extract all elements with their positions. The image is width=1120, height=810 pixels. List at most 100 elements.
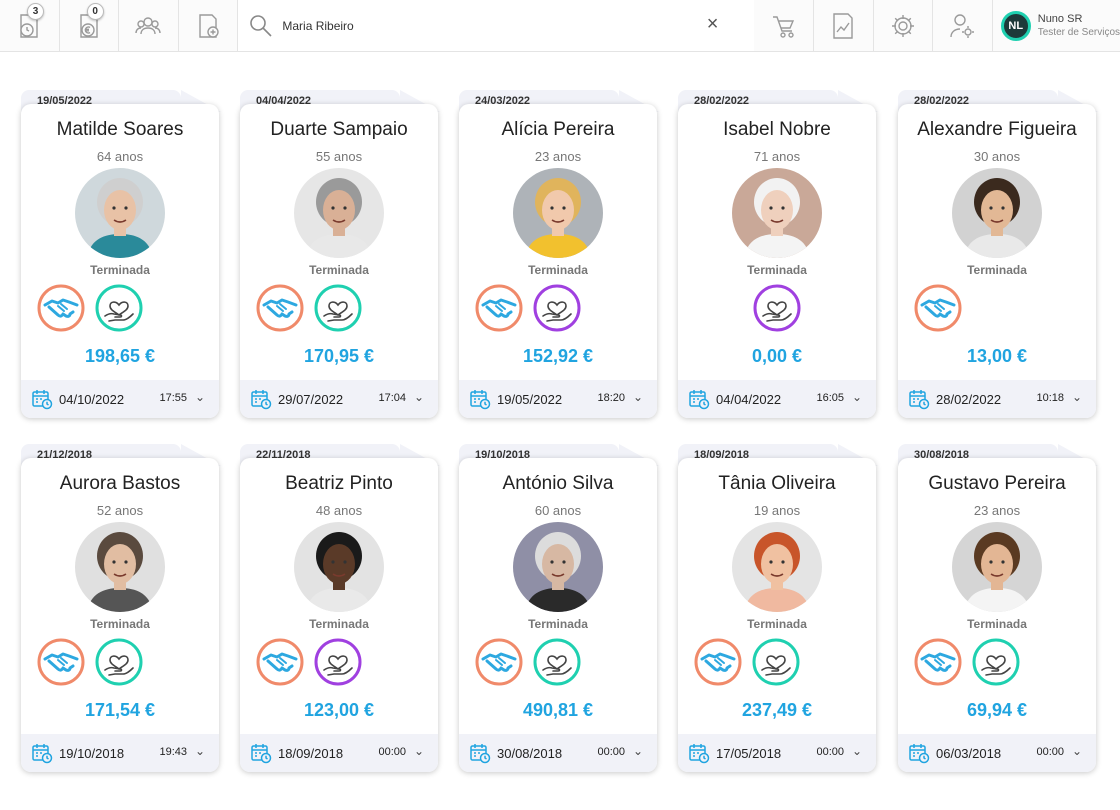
end-time: 10:18 [1036,392,1064,404]
card-footer[interactable]: 04/10/2022 17:55 ⌄ [21,380,219,418]
care-teal-icon[interactable] [314,284,362,332]
clients-button[interactable] [119,0,179,52]
card-body[interactable]: Alícia Pereira 23 anos Terminada 152,92 … [459,104,657,418]
care-teal-icon[interactable] [972,638,1020,686]
card-footer[interactable]: 17/05/2018 00:00 ⌄ [678,734,876,772]
handshake-icon[interactable] [37,638,85,686]
client-name: Beatriz Pinto [285,473,393,494]
card-footer[interactable]: 19/10/2018 19:43 ⌄ [21,734,219,772]
card-body[interactable]: Beatriz Pinto 48 anos Terminada 123,00 € [240,458,438,772]
end-date: 29/07/2022 [278,391,344,407]
card-body[interactable]: António Silva 60 anos Terminada 490,81 € [459,458,657,772]
care-teal-icon[interactable] [533,638,581,686]
service-card[interactable]: 28/02/2022 Alexandre Figueira 30 anos Te… [898,90,1098,420]
user-profile[interactable]: NL Nuno SR Tester de Serviços [992,0,1120,52]
client-age: 71 anos [753,149,801,164]
care-purple-icon[interactable] [753,284,801,332]
card-body[interactable]: Matilde Soares 64 anos Terminada 198,65 … [21,104,219,418]
client-age: 55 anos [315,149,363,164]
chevron-down-icon[interactable]: ⌄ [413,390,424,404]
card-body[interactable]: Aurora Bastos 52 anos Terminada 171,54 € [21,458,219,772]
cart-button[interactable] [754,0,814,52]
cart-icon [772,15,794,38]
card-footer[interactable]: 04/04/2022 16:05 ⌄ [678,380,876,418]
end-time: 19:43 [159,746,187,758]
pending-payments-button[interactable]: 0 [59,0,120,52]
card-footer[interactable]: 19/05/2022 18:20 ⌄ [459,380,657,418]
service-icons [37,638,143,688]
close-icon[interactable]: × [706,13,719,35]
chevron-down-icon[interactable]: ⌄ [851,744,862,758]
status-label: Terminada [747,263,807,277]
handshake-icon[interactable] [914,638,962,686]
service-card[interactable]: 04/04/2022 Duarte Sampaio 55 anos Termin… [240,90,440,420]
card-body[interactable]: Isabel Nobre 71 anos Terminada 0,00 € 04… [678,104,876,418]
service-card[interactable]: 21/12/2018 Aurora Bastos 52 anos Termina… [21,444,221,774]
care-teal-icon[interactable] [95,284,143,332]
handshake-icon[interactable] [37,284,85,332]
end-time: 00:00 [1036,746,1064,758]
notification-badge: 3 [27,3,44,20]
portrait-icon [75,522,165,612]
new-document-button[interactable] [178,0,239,52]
care-purple-icon[interactable] [314,638,362,686]
handshake-icon[interactable] [256,284,304,332]
card-body[interactable]: Tânia Oliveira 19 anos Terminada 237,49 … [678,458,876,772]
service-card[interactable]: 30/08/2018 Gustavo Pereira 23 anos Termi… [898,444,1098,774]
avatar: NL [1000,10,1031,41]
notification-badge: 0 [86,3,104,20]
portrait-icon [952,522,1042,612]
handshake-icon[interactable] [256,638,304,686]
card-footer[interactable]: 30/08/2018 00:00 ⌄ [459,734,657,772]
card-body[interactable]: Alexandre Figueira 30 anos Terminada 13,… [898,104,1096,418]
settings-button[interactable] [873,0,934,52]
end-date: 19/10/2018 [59,745,125,761]
client-name: Alexandre Figueira [917,119,1077,140]
chevron-down-icon[interactable]: ⌄ [194,744,205,758]
end-date: 28/02/2022 [936,391,1002,407]
handshake-icon[interactable] [475,284,523,332]
client-photo [732,522,822,612]
chevron-down-icon[interactable]: ⌄ [413,744,424,758]
client-photo [513,522,603,612]
pending-timer-button[interactable]: 3 [0,0,60,52]
chevron-down-icon[interactable]: ⌄ [1071,390,1082,404]
service-card[interactable]: 22/11/2018 Beatriz Pinto 48 anos Termina… [240,444,440,774]
card-body[interactable]: Gustavo Pereira 23 anos Terminada 69,94 … [898,458,1096,772]
care-teal-icon[interactable] [752,638,800,686]
handshake-icon[interactable] [914,284,962,332]
chevron-down-icon[interactable]: ⌄ [632,744,643,758]
client-age: 52 anos [96,503,144,518]
handshake-icon[interactable] [475,638,523,686]
care-purple-icon[interactable] [533,284,581,332]
service-card[interactable]: 19/10/2018 António Silva 60 anos Termina… [459,444,659,774]
service-icons [256,638,362,688]
portrait-icon [513,522,603,612]
chevron-down-icon[interactable]: ⌄ [851,390,862,404]
service-card[interactable]: 28/02/2022 Isabel Nobre 71 anos Terminad… [678,90,878,420]
user-settings-button[interactable] [933,0,993,52]
service-card[interactable]: 19/05/2022 Matilde Soares 64 anos Termin… [21,90,221,420]
chevron-down-icon[interactable]: ⌄ [632,390,643,404]
service-card[interactable]: 18/09/2018 Tânia Oliveira 19 anos Termin… [678,444,878,774]
card-footer[interactable]: 06/03/2018 00:00 ⌄ [898,734,1096,772]
status-label: Terminada [967,263,1027,277]
search-bar[interactable]: Maria Ribeiro × [238,0,755,52]
card-footer[interactable]: 29/07/2022 17:04 ⌄ [240,380,438,418]
chevron-down-icon[interactable]: ⌄ [1071,744,1082,758]
handshake-icon[interactable] [694,638,742,686]
service-icons [694,638,800,688]
service-icons [914,638,1020,688]
service-card[interactable]: 24/03/2022 Alícia Pereira 23 anos Termin… [459,90,659,420]
card-footer[interactable]: 28/02/2022 10:18 ⌄ [898,380,1096,418]
client-name: Gustavo Pereira [928,473,1066,494]
search-input[interactable]: Maria Ribeiro [282,18,354,33]
reports-button[interactable] [813,0,874,52]
card-body[interactable]: Duarte Sampaio 55 anos Terminada 170,95 … [240,104,438,418]
calendar-clock-icon [689,390,710,410]
chevron-down-icon[interactable]: ⌄ [194,390,205,404]
care-teal-icon[interactable] [95,638,143,686]
card-footer[interactable]: 18/09/2018 00:00 ⌄ [240,734,438,772]
client-age: 23 anos [534,149,582,164]
calendar-clock-icon [32,390,53,410]
